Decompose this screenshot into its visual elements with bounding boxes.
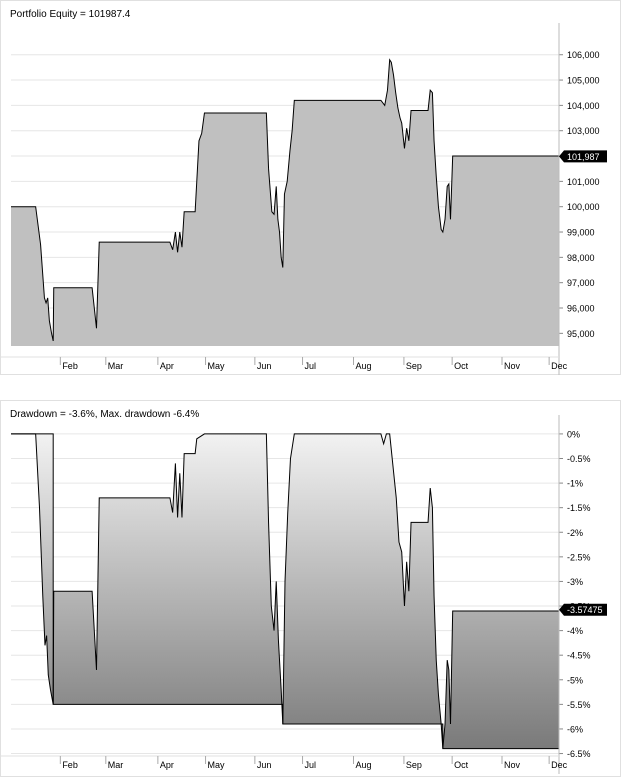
x-tick-label: Apr — [160, 760, 174, 770]
y-tick-label: -0.5% — [567, 454, 591, 464]
x-tick-label: Oct — [454, 760, 469, 770]
x-tick-label: Jul — [305, 361, 317, 371]
y-tick-label: 104,000 — [567, 101, 600, 111]
x-tick-label: Sep — [406, 760, 422, 770]
x-tick-label: Apr — [160, 361, 174, 371]
equity-chart: 95,000 96,000 97,000 98,000 99,000 100,000 101… — [0, 0, 621, 375]
y-tick-label: 99,000 — [567, 228, 595, 238]
drawdown-chart-panel: 0%-0.5%-1%-1.5%-2%-2.5%-3%-3.5%-4%-4.5%-… — [0, 400, 621, 777]
y-tick-label: 103,000 — [567, 126, 600, 136]
chart-title: Drawdown = -3.6%, Max. drawdown -6.4% — [10, 409, 199, 420]
x-tick-label: May — [208, 760, 226, 770]
drawdown-line — [11, 433, 559, 749]
y-tick-label: -2.5% — [567, 552, 591, 562]
last-value-marker: 101,987 — [559, 150, 607, 163]
y-tick-label: 98,000 — [567, 253, 595, 263]
y-tick-label: -4.5% — [567, 651, 591, 661]
y-tick-label: -6.5% — [567, 749, 591, 759]
x-tick-label: Aug — [356, 361, 372, 371]
equity-chart-panel: 95,000 96,000 97,000 98,000 99,000 100,000 101… — [0, 0, 621, 375]
last-value-badge — [559, 150, 607, 163]
y-tick-label: 95,000 — [567, 329, 595, 339]
y-tick-label: 0% — [567, 429, 580, 439]
y-tick-label: -5% — [567, 675, 583, 685]
x-tick-label: Dec — [551, 760, 568, 770]
equity-area — [11, 59, 559, 347]
y-tick-label: -5.5% — [567, 700, 591, 710]
x-tick-label: Jun — [257, 760, 272, 770]
chart-title: Portfolio Equity = 101987.4 — [10, 9, 131, 20]
x-tick-label: Aug — [356, 760, 372, 770]
y-tick-label: -4% — [567, 626, 583, 636]
x-tick-label: Oct — [454, 361, 469, 371]
x-tick-label: Nov — [504, 760, 521, 770]
x-tick-label: Sep — [406, 361, 422, 371]
drawdown-chart: 0%-0.5%-1%-1.5%-2%-2.5%-3%-3.5%-4%-4.5%-… — [0, 400, 621, 777]
last-value-marker: -3.57475 — [559, 603, 607, 616]
y-tick-label: -6% — [567, 724, 583, 734]
y-tick-label: -1% — [567, 479, 583, 489]
x-tick-label: Feb — [62, 361, 78, 371]
y-tick-label: -2% — [567, 528, 583, 538]
y-tick-label: 105,000 — [567, 76, 600, 86]
x-tick-label: Jul — [305, 760, 317, 770]
y-tick-label: -3% — [567, 577, 583, 587]
last-value-label: -3.57475 — [567, 605, 603, 615]
x-tick-label: Mar — [108, 361, 124, 371]
y-tick-label: 97,000 — [567, 278, 595, 288]
x-tick-label: Jun — [257, 361, 272, 371]
x-tick-label: May — [208, 361, 226, 371]
y-tick-label: 106,000 — [567, 50, 600, 60]
equity-line — [11, 58, 559, 342]
y-tick-label: -1.5% — [567, 503, 591, 513]
last-value-badge — [559, 603, 607, 616]
y-tick-label: 101,000 — [567, 177, 600, 187]
y-tick-label: 100,000 — [567, 202, 600, 212]
x-tick-label: Dec — [551, 361, 568, 371]
x-tick-label: Feb — [62, 760, 78, 770]
x-tick-label: Mar — [108, 760, 124, 770]
x-tick-label: Nov — [504, 361, 521, 371]
y-tick-label: 96,000 — [567, 304, 595, 314]
last-value-label: 101,987 — [567, 152, 600, 162]
